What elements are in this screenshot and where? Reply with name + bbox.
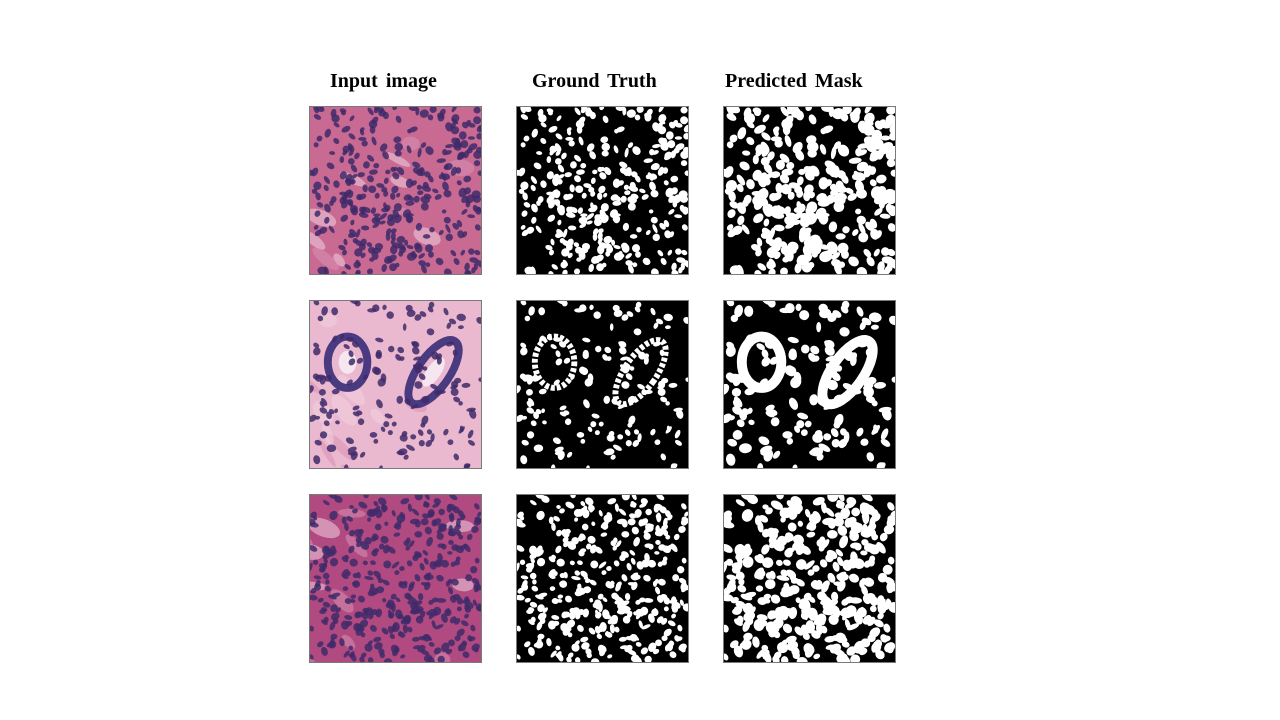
histology-image xyxy=(310,495,481,662)
ground-truth-row-2 xyxy=(516,300,689,469)
input-image-row-2 xyxy=(309,300,482,469)
input-image-row-3 xyxy=(309,494,482,663)
histology-image xyxy=(310,301,481,468)
mask-image xyxy=(517,107,688,274)
input-image-row-1 xyxy=(309,106,482,275)
ground-truth-row-3 xyxy=(516,494,689,663)
header-ground-truth: Ground Truth xyxy=(532,70,657,92)
ground-truth-row-1 xyxy=(516,106,689,275)
predicted-mask-row-3 xyxy=(723,494,896,663)
histology-image xyxy=(310,107,481,274)
predicted-mask-row-1 xyxy=(723,106,896,275)
mask-image xyxy=(517,301,688,468)
mask-image xyxy=(724,107,895,274)
header-predicted-mask: Predicted Mask xyxy=(725,70,863,92)
mask-image xyxy=(517,495,688,662)
predicted-mask-row-2 xyxy=(723,300,896,469)
mask-image xyxy=(724,495,895,662)
header-input-image: Input image xyxy=(330,70,437,92)
mask-image xyxy=(724,301,895,468)
